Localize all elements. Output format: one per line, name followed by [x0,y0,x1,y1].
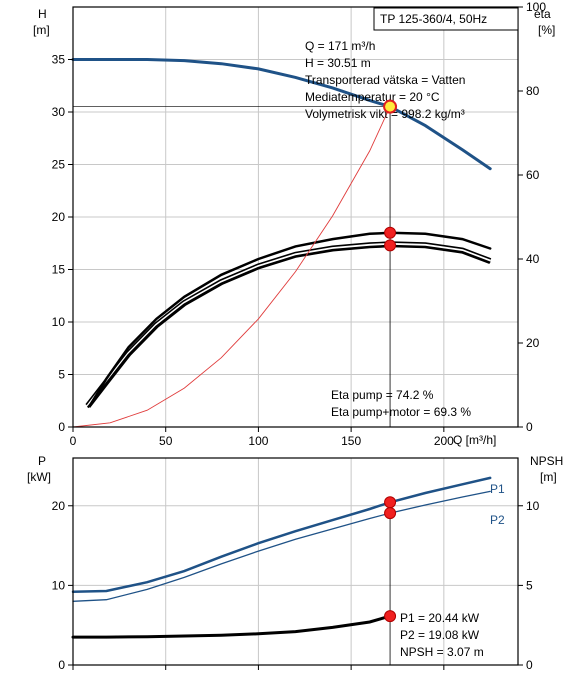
bottom-plot-frame [72,457,519,666]
eta-pump-text: Eta pump = 74.2 % [331,388,434,402]
eta-point-marker [384,239,397,252]
curve-eta_pump-outline [85,241,492,408]
bottom-right-axis-title: NPSH [530,454,563,468]
top-left-tick-label: 20 [52,210,66,224]
curve-npsh [71,614,392,639]
top-left-tick-label: 30 [52,105,66,119]
top-axis-ticks: 0 50 100 150 200 0 5 10 15 20 25 30 35 0 20 40 60 80 100 [52,0,547,448]
bottom-right-tick-label: 0 [526,658,533,672]
curve-p1 [71,476,492,594]
info-density: Volymetrisk vikt = 998.2 kg/m³ [305,107,465,121]
curve-eta_pump [86,244,491,409]
top-right-tick-label: 60 [526,168,540,182]
top-left-axis-unit: [m] [33,23,50,37]
bottom-left-tick-label: 10 [52,578,66,592]
curve-p2 [72,490,491,602]
top-curves [71,58,492,428]
top-right-tick-label: 20 [526,336,540,350]
top-left-tick-label: 15 [52,263,66,277]
bottom-left-tick-label: 0 [58,658,65,672]
top-right-axis-title: eta [534,7,551,21]
bottom-right-axis-unit: [m] [540,470,557,484]
top-left-tick-label: 35 [52,53,66,67]
top-left-tick-label: 25 [52,158,66,172]
bottom-right-tick-label: 10 [526,499,540,513]
chart-title: TP 125-360/4, 50Hz [380,12,487,26]
top-right-tick-label: 0 [526,420,533,434]
x-tick-label: 200 [434,434,454,448]
eta-pump-motor-text: Eta pump+motor = 69.3 % [331,405,471,419]
top-left-tick-label: 10 [52,315,66,329]
p2-value-text: P2 = 19.08 kW [400,628,480,642]
top-right-tick-label: 40 [526,252,540,266]
info-head: H = 30.51 m [305,56,371,70]
duty-point-marker [383,99,398,114]
curve-eta_pump_motor [90,231,492,405]
top-right-tick-label: 80 [526,84,540,98]
curve-eta_pump-inner [86,242,491,407]
npsh-value-text: NPSH = 3.07 m [400,645,484,659]
curve-H [71,58,492,171]
info-liquid: Transporterad vätska = Vatten [305,73,465,87]
bottom-left-tick-label: 20 [52,499,66,513]
x-tick-label: 50 [159,434,173,448]
bottom-left-axis-unit: [kW] [27,470,51,484]
legend-p2: P2 [490,513,505,527]
operating-point-markers [73,99,398,665]
top-left-axis-title: H [38,7,47,21]
x-axis-label: Q [m³/h] [453,433,496,447]
marker-npsh [384,610,397,623]
title-box [373,7,519,31]
x-tick-label: 100 [248,434,268,448]
marker-p1 [384,496,397,509]
bottom-grid [73,458,518,665]
bottom-curves [71,476,492,639]
top-left-tick-label: 0 [58,420,65,434]
legend-p1: P1 [490,482,505,496]
eta-point-marker [384,226,397,239]
top-grid [73,7,518,427]
top-left-tick-label: 5 [58,368,65,382]
curve-system_curve [72,106,391,428]
bottom-right-tick-label: 5 [526,578,533,592]
top-right-axis-unit: [%] [538,23,555,37]
p1-value-text: P1 = 20.44 kW [400,611,480,625]
marker-p2 [384,507,397,520]
x-tick-label: 150 [341,434,361,448]
bottom-left-axis-title: P [38,454,46,468]
top-right-tick-label: 100 [526,0,546,14]
bottom-axis-ticks: 0 10 20 0 5 10 [52,499,540,672]
x-tick-label: 0 [70,434,77,448]
info-temperature: Mediatemperatur = 20 °C [305,90,440,104]
info-flow: Q = 171 m³/h [305,39,375,53]
